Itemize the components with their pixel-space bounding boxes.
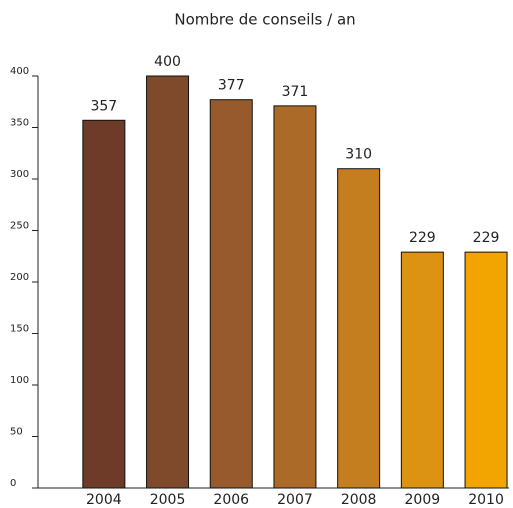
value-label: 357 [90,98,117,114]
y-tick-label: 100 [10,375,29,386]
bar [273,105,317,489]
bar [464,251,508,489]
value-label: 229 [409,230,436,246]
y-tick-label: 300 [10,169,29,180]
bar [82,119,126,489]
y-tick-label: 200 [10,272,29,283]
value-label: 310 [345,147,372,163]
x-tick-label: 2007 [277,492,313,508]
x-tick-label: 2010 [468,492,504,508]
x-tick-label: 2008 [341,492,377,508]
bar [209,99,253,489]
value-label: 229 [473,230,500,246]
y-tick-label: 150 [10,324,29,335]
x-tick-label: 2006 [213,492,249,508]
x-tick-label: 2009 [405,492,441,508]
value-label: 400 [154,54,181,70]
y-tick-label: 350 [10,118,29,129]
bar [337,168,381,489]
x-tick-label: 2004 [86,492,122,508]
bar [400,251,444,489]
y-tick-label: 50 [10,427,23,438]
value-label: 371 [282,84,309,100]
bar [146,75,190,489]
chart-title: Nombre de conseils / an [174,11,355,29]
value-label: 377 [218,78,245,94]
y-tick-label: 400 [10,66,29,77]
y-tick-label: 250 [10,221,29,232]
x-tick-label: 2005 [150,492,186,508]
y-tick-label: 0 [10,478,16,489]
